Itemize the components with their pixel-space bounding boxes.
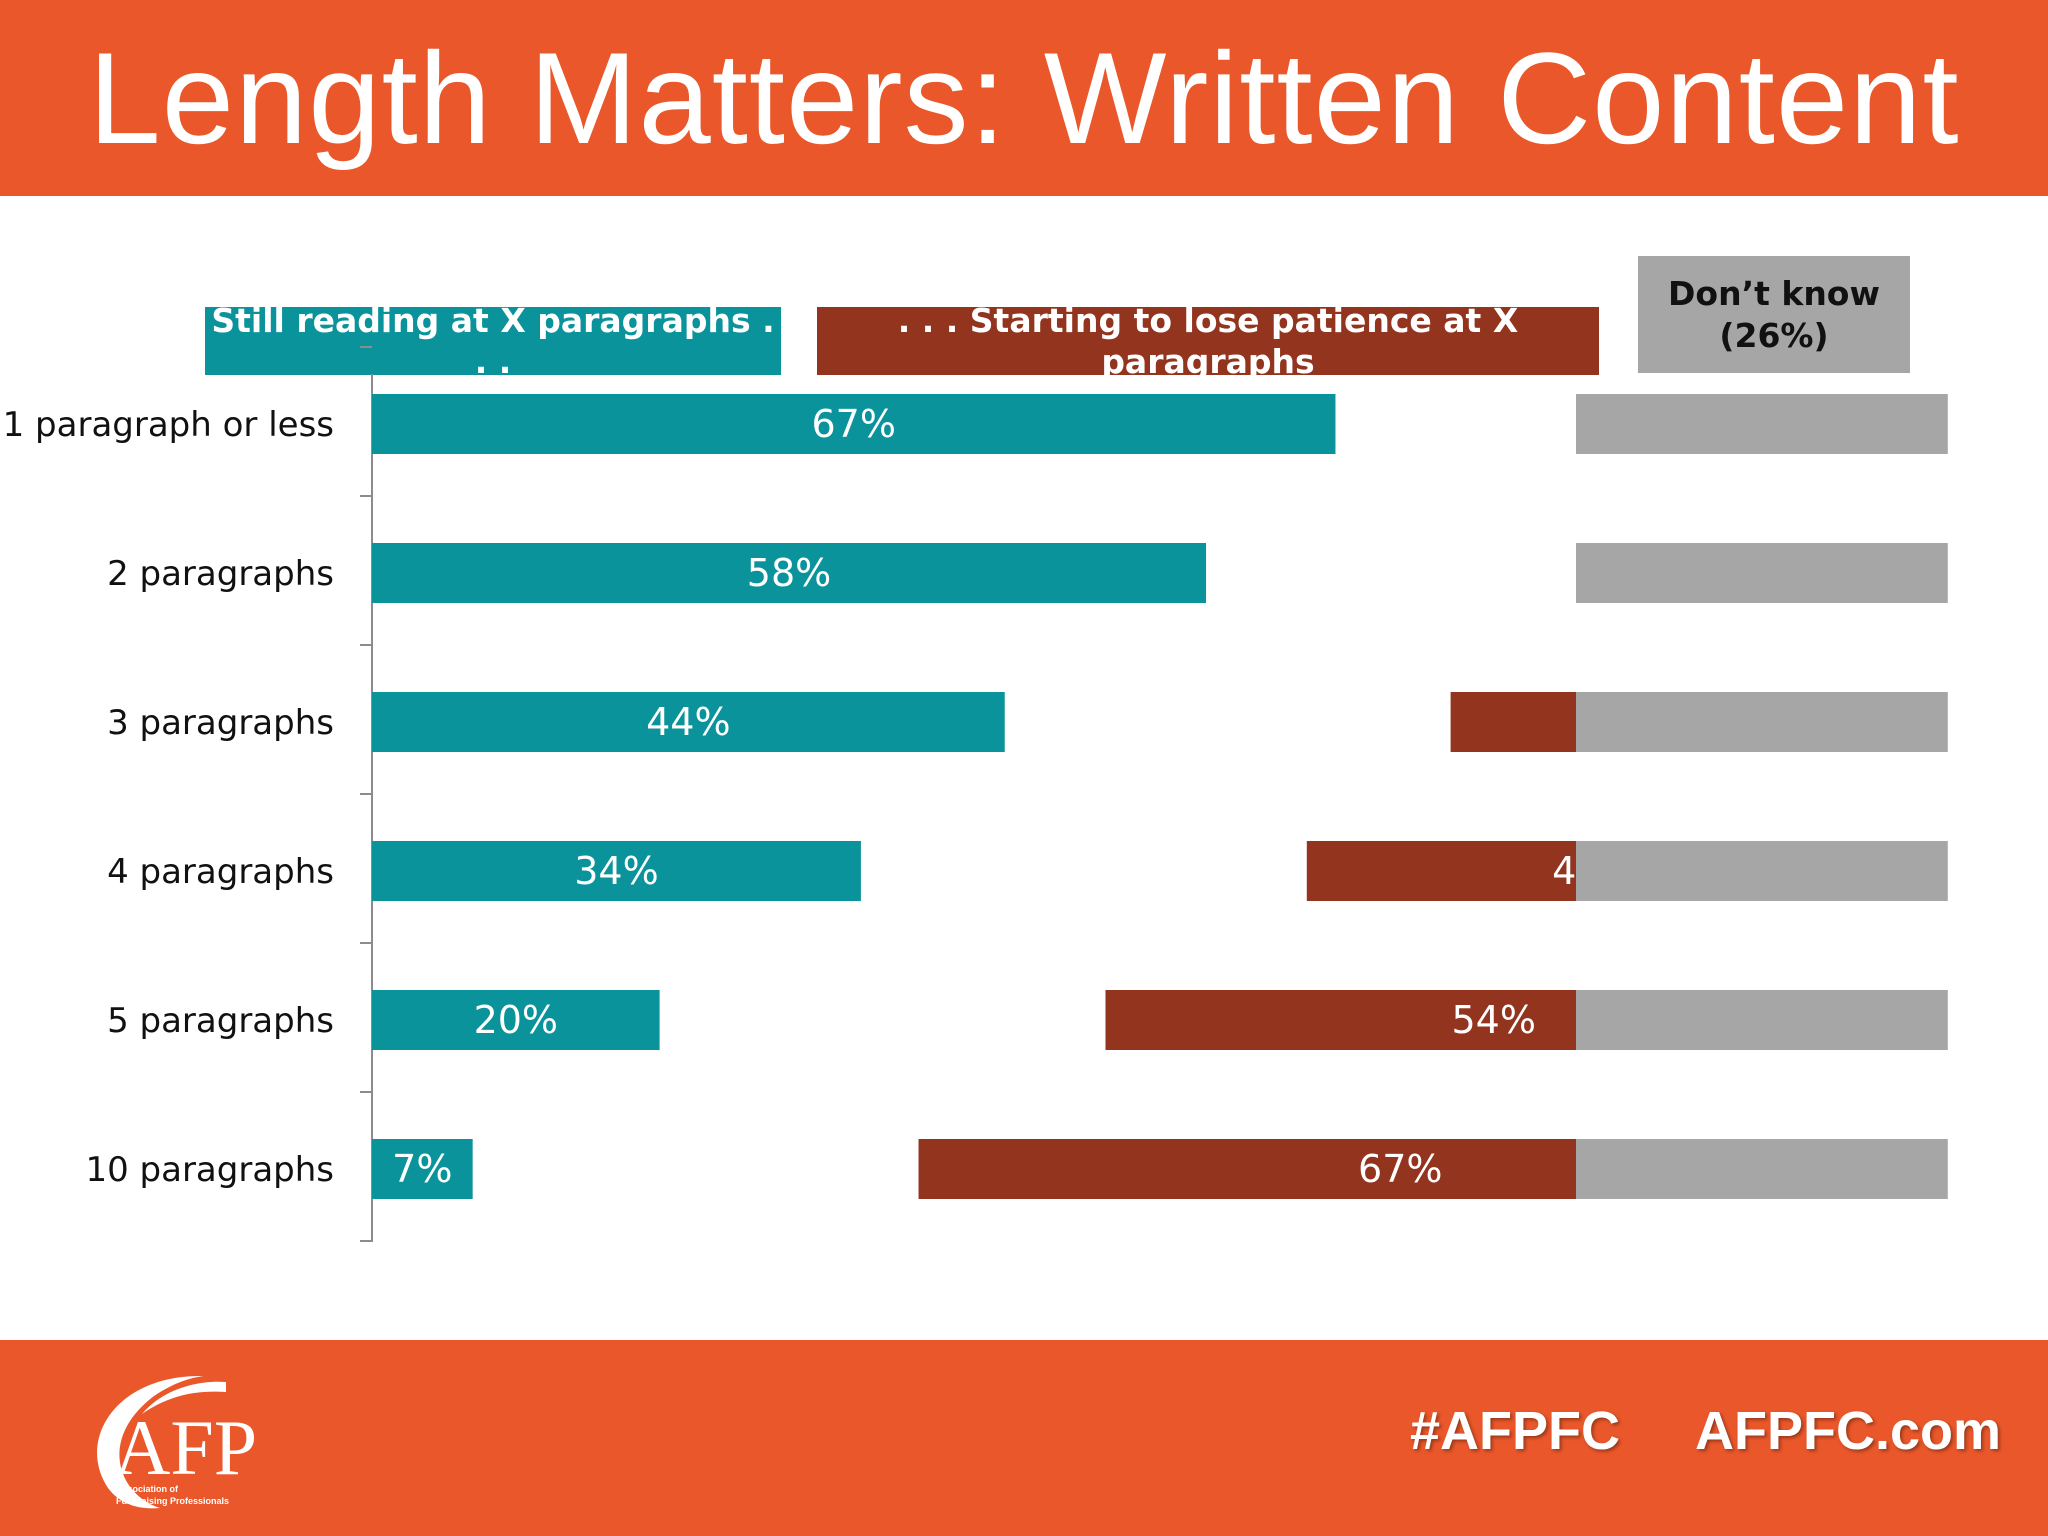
data-label-still-reading: 44%: [646, 700, 730, 744]
category-label: 10 paragraphs: [85, 1150, 334, 1190]
legend-losing-patience: . . . Starting to lose patience at X par…: [817, 301, 1599, 381]
logo-subtext-line2: Fundraising Professionals: [116, 1496, 229, 1506]
data-label-still-reading: 67%: [811, 402, 895, 446]
bar-still-reading: [372, 394, 1336, 454]
bar-still-reading: [372, 990, 660, 1050]
logo-swoosh-inner: [142, 1381, 226, 1414]
bar-dont-know: [1576, 692, 1948, 752]
bar-still-reading: [372, 543, 1207, 603]
data-label-still-reading: 7%: [392, 1147, 452, 1191]
bar-dont-know: [1576, 1139, 1948, 1199]
bar-still-reading: [372, 692, 1005, 752]
category-label: 3 paragraphs: [107, 703, 334, 743]
data-label-still-reading: 58%: [747, 551, 831, 595]
bar-dont-know: [1576, 990, 1948, 1050]
category-label: 4 paragraphs: [107, 852, 334, 892]
data-label-still-reading: 34%: [574, 849, 658, 893]
bar-dont-know: [1576, 543, 1948, 603]
category-label: 5 paragraphs: [107, 1001, 334, 1041]
logo-swoosh-outer: [97, 1375, 204, 1509]
footer-band: [0, 1340, 2048, 1536]
afp-logo: AFP Association of Fundraising Professio…: [97, 1375, 257, 1509]
legend-dont-know-line2: (26%): [1719, 315, 1829, 355]
bar-still-reading: [372, 1139, 473, 1199]
category-label: 2 paragraphs: [107, 554, 334, 594]
legend-still-reading: Still reading at X paragraphs . . .: [205, 301, 781, 381]
slide-title: Length Matters: Written Content: [88, 25, 1960, 171]
footer-hashtag: #AFPFC: [1410, 1401, 1621, 1461]
legend-dont-know: Don’t know (26%): [1638, 256, 1910, 373]
logo-wordmark: AFP: [114, 1404, 257, 1491]
bar-still-reading: [372, 841, 861, 901]
legend-dont-know-line1: Don’t know: [1668, 274, 1880, 314]
bar-dont-know: [1576, 394, 1948, 454]
category-label: 1 paragraph or less: [3, 405, 334, 445]
bar-dont-know: [1576, 841, 1948, 901]
bar-chart: 1 paragraph or less 67% 7% 2 paragraphs 58% 1…: [3, 346, 1948, 1242]
data-label-still-reading: 20%: [474, 998, 558, 1042]
data-label-losing-patience: 67%: [1358, 1147, 1442, 1191]
logo-subtext-line1: Association of: [116, 1484, 179, 1494]
footer-website: AFPFC.com: [1695, 1401, 2002, 1461]
header-band: [0, 0, 2048, 196]
data-label-losing-patience: 54%: [1452, 998, 1536, 1042]
